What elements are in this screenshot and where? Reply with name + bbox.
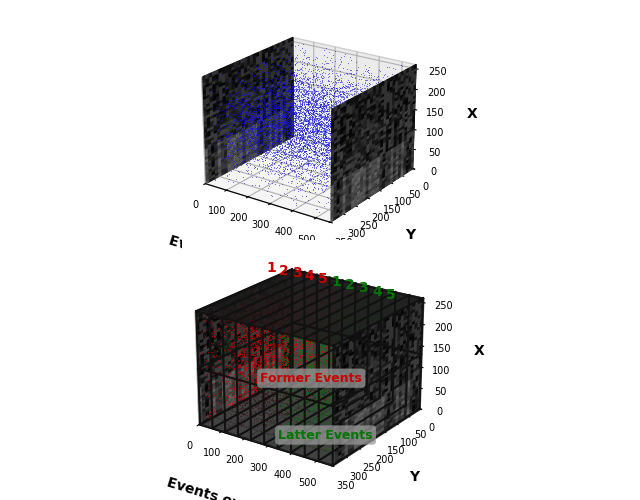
Y-axis label: Y: Y [404,228,415,242]
Y-axis label: Y: Y [409,470,419,484]
X-axis label: Events over time: Events over time [164,476,296,500]
X-axis label: Events over time: Events over time [167,234,298,286]
